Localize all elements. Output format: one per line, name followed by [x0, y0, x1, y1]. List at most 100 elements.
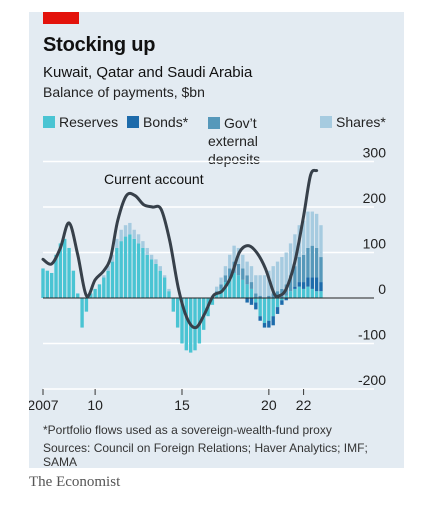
- legend-swatch-shares: [320, 116, 332, 128]
- bar-bonds: [284, 298, 288, 301]
- y-tick-label-200: 200: [363, 190, 387, 206]
- bar-bonds: [249, 298, 254, 305]
- bar-shares: [232, 245, 236, 262]
- legend-label-shares: Shares*: [336, 114, 386, 130]
- bar-reserves: [319, 291, 323, 298]
- bar-shares: [319, 225, 323, 258]
- y-tick-label--200: -200: [358, 372, 386, 388]
- bar-shares: [149, 254, 154, 260]
- bar-reserves: [171, 298, 175, 312]
- bar-reserves: [310, 288, 314, 298]
- bar-reserves: [63, 238, 67, 298]
- bar-reserves: [249, 288, 254, 298]
- bar-reserves: [275, 298, 280, 308]
- bar-reserves: [158, 270, 162, 298]
- bar-reserves: [223, 282, 228, 298]
- bar-reserves: [288, 291, 293, 298]
- bar-shares: [280, 257, 284, 289]
- bar-shares: [262, 275, 267, 298]
- bar-reserves: [167, 291, 171, 298]
- legend-item-deposits: Gov’t external deposits: [208, 114, 303, 168]
- legend-item-shares: Shares*: [320, 114, 386, 130]
- bar-reserves: [193, 298, 197, 351]
- bar-deposits: [236, 263, 241, 276]
- bar-reserves: [67, 247, 71, 298]
- bar-reserves: [145, 254, 149, 298]
- bar-shares: [306, 211, 310, 248]
- bar-bonds: [314, 277, 319, 292]
- bar-reserves: [184, 298, 189, 351]
- bar-shares: [167, 288, 171, 292]
- legend-label-bonds: Bonds*: [143, 114, 189, 130]
- bar-shares: [314, 213, 319, 248]
- bar-bonds: [310, 277, 314, 289]
- bar-reserves: [314, 291, 319, 298]
- bar-bonds: [254, 302, 258, 310]
- bar-reserves: [76, 293, 80, 298]
- bar-bonds: [306, 277, 310, 287]
- bar-bonds: [275, 307, 280, 314]
- bar-shares: [288, 243, 293, 276]
- y-tick-label--100: -100: [358, 327, 386, 343]
- bar-reserves: [49, 272, 54, 298]
- bar-reserves: [136, 243, 141, 298]
- x-tick-label-2007: 2007: [29, 397, 59, 413]
- bar-shares: [115, 238, 119, 248]
- bar-reserves: [80, 298, 84, 328]
- bar-reserves: [254, 298, 258, 303]
- bar-reserves: [258, 298, 262, 317]
- legend-label-deposits: Gov’t external deposits: [208, 115, 261, 167]
- current-account-line: [41, 168, 319, 330]
- bar-shares: [145, 247, 149, 255]
- chart-unit: Balance of payments, $bn: [43, 84, 205, 100]
- bar-bonds: [262, 323, 267, 328]
- bar-reserves: [128, 234, 132, 298]
- bar-reserves: [228, 277, 232, 298]
- bar-reserves: [106, 270, 110, 298]
- footnote: *Portfolio flows used as a sovereign-wea…: [43, 423, 332, 437]
- bar-shares: [106, 266, 110, 271]
- bar-shares: [245, 261, 249, 276]
- bar-deposits: [271, 293, 275, 298]
- bar-reserves: [54, 254, 58, 298]
- bar-reserves: [180, 298, 184, 344]
- bar-reserves: [41, 268, 45, 298]
- bar-deposits: [245, 275, 249, 285]
- bar-bonds: [293, 286, 297, 289]
- bar-shares: [254, 275, 258, 294]
- bar-reserves: [236, 275, 241, 298]
- legend-item-bonds: Bonds*: [127, 114, 188, 130]
- bar-shares: [136, 234, 141, 244]
- chart-title: Stocking up: [43, 34, 156, 56]
- bar-deposits: [293, 266, 297, 287]
- sources: Sources: Council on Foreign Relations; H…: [43, 441, 368, 469]
- bar-reserves: [97, 284, 102, 298]
- bar-bonds: [271, 316, 275, 326]
- bar-reserves: [267, 298, 271, 321]
- bar-shares: [215, 286, 219, 292]
- bar-reserves: [123, 236, 128, 298]
- bar-shares: [158, 266, 162, 271]
- bar-deposits: [314, 247, 319, 278]
- bar-shares: [128, 222, 132, 235]
- bar-reserves: [280, 298, 284, 301]
- bar-reserves: [241, 279, 245, 298]
- publisher-logo-text: The Economist: [29, 474, 121, 490]
- chart-plot: 300 200 100 0 -100 -200 2007 10 15 20 22 Current a…: [29, 145, 387, 414]
- bar-deposits: [219, 284, 223, 289]
- bar-reserves: [210, 298, 215, 305]
- bar-deposits: [297, 257, 301, 283]
- bar-reserves: [297, 286, 301, 298]
- bar-shares: [301, 220, 306, 255]
- current-account-line-group: [41, 168, 319, 330]
- chart-card: Stocking up Kuwait, Qatar and Saudi Arab…: [29, 12, 404, 469]
- bar-reserves: [71, 270, 76, 298]
- current-account-annotation: Current account: [104, 171, 204, 187]
- bar-shares: [258, 275, 262, 296]
- bar-reserves: [284, 295, 288, 298]
- bar-reserves: [132, 238, 136, 298]
- bar-shares: [275, 261, 280, 292]
- bar-reserves: [102, 277, 106, 298]
- bar-deposits: [306, 247, 310, 278]
- bar-shares: [110, 254, 115, 262]
